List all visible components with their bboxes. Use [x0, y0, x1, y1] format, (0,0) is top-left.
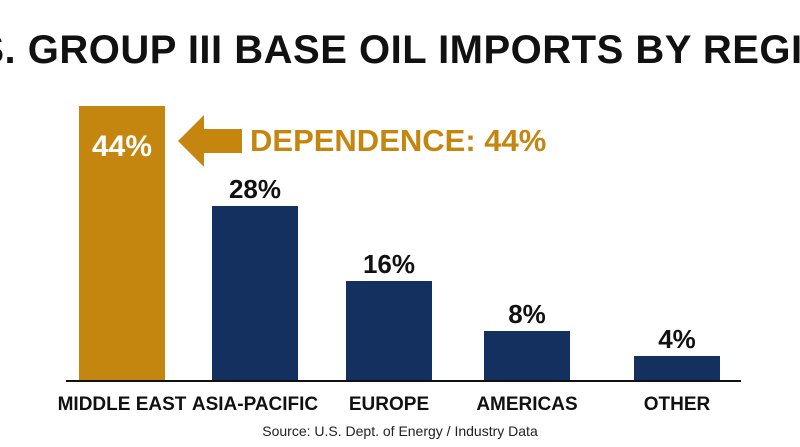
value-label: 16%	[363, 249, 415, 279]
category-label: AMERICAS	[476, 394, 577, 415]
bar-americas	[484, 331, 570, 381]
category-label: EUROPE	[349, 394, 429, 415]
category-label: MIDDLE EAST	[58, 394, 187, 415]
category-label: OTHER	[644, 394, 711, 415]
category-label: ASIA-PACIFIC	[192, 394, 319, 415]
value-label: 44%	[92, 130, 152, 163]
bar-asia-pacific	[212, 206, 298, 381]
left-arrow-icon	[178, 115, 242, 167]
bar-middle-east	[79, 106, 165, 381]
dependence-annotation: DEPENDENCE: 44%	[250, 123, 546, 158]
chart-title: U.S. GROUP III BASE OIL IMPORTS BY REGIO…	[0, 28, 800, 72]
bar-other	[634, 356, 720, 381]
annotation-group: DEPENDENCE: 44%	[178, 115, 546, 167]
value-label: 8%	[508, 299, 546, 329]
value-label: 28%	[229, 174, 281, 204]
bar-europe	[346, 281, 432, 381]
bars-group: 44% MIDDLE EAST 28% ASIA-PACIFIC 16% EUROPE 8%…	[58, 106, 720, 415]
value-label: 4%	[658, 324, 696, 354]
source-note: Source: U.S. Dept. of Energy / Industry …	[262, 423, 538, 439]
